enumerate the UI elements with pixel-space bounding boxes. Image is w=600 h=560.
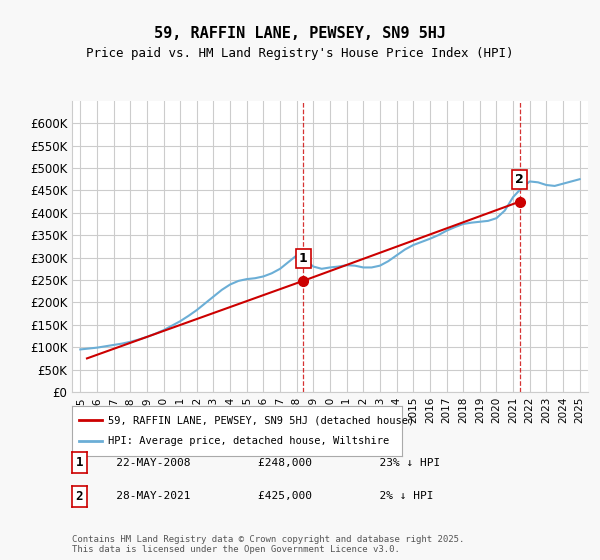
Text: Contains HM Land Registry data © Crown copyright and database right 2025.
This d: Contains HM Land Registry data © Crown c… — [72, 535, 464, 554]
Text: 2: 2 — [76, 489, 83, 503]
Text: 59, RAFFIN LANE, PEWSEY, SN9 5HJ: 59, RAFFIN LANE, PEWSEY, SN9 5HJ — [154, 26, 446, 41]
Text: Price paid vs. HM Land Registry's House Price Index (HPI): Price paid vs. HM Land Registry's House … — [86, 46, 514, 60]
Text: 59, RAFFIN LANE, PEWSEY, SN9 5HJ (detached house): 59, RAFFIN LANE, PEWSEY, SN9 5HJ (detach… — [108, 415, 415, 425]
Text: 1: 1 — [76, 456, 83, 469]
Text: HPI: Average price, detached house, Wiltshire: HPI: Average price, detached house, Wilt… — [108, 436, 389, 446]
Text: 28-MAY-2021          £425,000          2% ↓ HPI: 28-MAY-2021 £425,000 2% ↓ HPI — [96, 491, 433, 501]
Text: 2: 2 — [515, 173, 524, 186]
Text: 1: 1 — [299, 252, 307, 265]
Text: 22-MAY-2008          £248,000          23% ↓ HPI: 22-MAY-2008 £248,000 23% ↓ HPI — [96, 458, 440, 468]
